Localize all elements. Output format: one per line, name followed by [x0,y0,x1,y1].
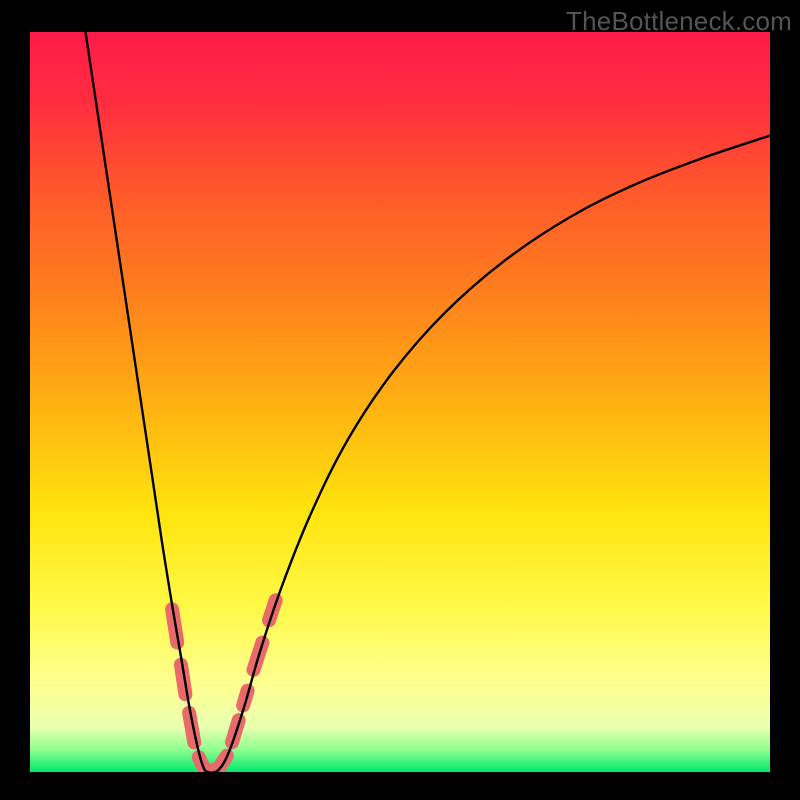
plot-area [30,32,770,772]
stage: TheBottleneck.com [0,0,800,800]
